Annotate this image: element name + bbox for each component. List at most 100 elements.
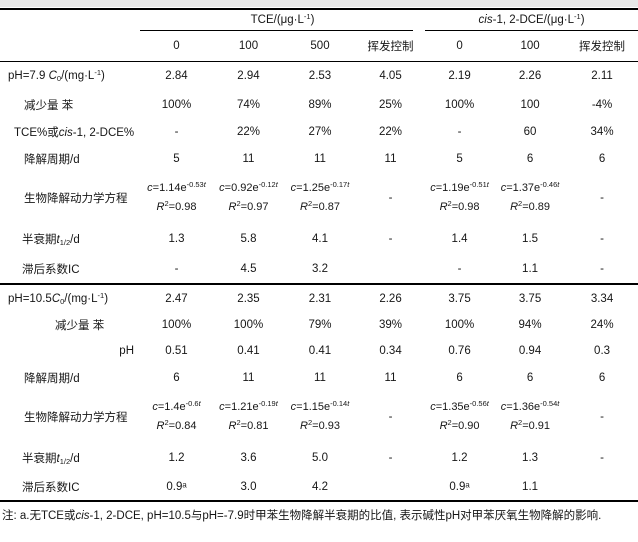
value-cell: 6 [173,371,180,384]
kinetic-equation: c=0.92e-0.12t [219,180,278,194]
table-row-group-header: TCE/(μg·L-1) cis-1, 2-DCE/(μg·L-1) [0,9,638,31]
value-cell: 1.3 [168,233,185,245]
value-cell: 89% [308,98,332,111]
value-cell: 0.41 [237,345,260,357]
value-cell: 11 [314,152,326,165]
row-label: 滞后系数IC [22,263,80,276]
value-cell: 24% [590,319,614,331]
group-header-dce: cis-1, 2-DCE/(μg·L-1) [425,9,638,31]
value-cell: 0.94 [518,345,542,357]
value-cell: -4% [591,98,613,111]
value-cell: 4.05 [379,70,402,83]
value-cell: 3.34 [566,283,638,312]
row-label: TCE%或cis-1, 2-DCE% [14,126,135,139]
equation-cell: c=1.36e-0.54t R2=0.91 [494,391,566,443]
kinetic-equation: c=1.15e-0.14t [290,399,350,413]
table-row-ph79-c0: pH=7.9 C0/(mg·L-1) 2.84 2.94 2.53 4.05 2… [0,61,638,91]
row-label: 半衰期t1/2/d [22,234,80,247]
value-cell: 39% [379,319,403,331]
equation-cell: c=1.4e-0.6t R2=0.84 [140,391,213,443]
col-header-tce-0: 0 [140,31,213,62]
row-label: pH=7.9 C0/(mg·L-1) [8,68,105,84]
value-cell: 5.8 [240,233,257,245]
value-cell: 0.9ᵃ [449,480,470,493]
col-header-tce-volatilization-control: 挥发控制 [356,31,426,62]
r-squared: R2=0.97 [228,199,269,213]
table-row-ph79-kinetics: 生物降解动力学方程 c=1.14e-0.53t R2=0.98 c=0.92e-… [0,172,638,224]
biodegradation-table: TCE/(μg·L-1) cis-1, 2-DCE/(μg·L-1) 0 100… [0,8,638,502]
equation-cell: c=1.21e-0.19t R2=0.81 [213,391,284,443]
table-row-ph79-tce-dce-percent: TCE%或cis-1, 2-DCE% - 22% 27% 22% - 60 34… [0,118,638,145]
equation-cell-dash: - [600,192,604,204]
value-cell: - [600,452,604,464]
equation-cell: c=0.92e-0.12t R2=0.97 [213,172,284,224]
value-cell: 6 [598,152,606,165]
value-cell: 3.2 [312,262,328,275]
value-cell: 2.26 [356,283,426,312]
value-cell: 5 [456,152,463,165]
value-cell: 3.6 [240,452,257,464]
group-header-dce-label: cis-1, 2-DCE/(μg·L-1) [478,11,585,26]
value-cell: 3.0 [240,480,257,493]
r-squared: R2=0.91 [510,418,551,432]
corner-cell [0,9,140,31]
kinetic-equation: c=1.14e-0.53t [147,180,206,194]
kinetic-equation: c=1.4e-0.6t [152,399,201,413]
row-label: 半衰期t1/2/d [22,453,80,466]
value-cell [356,473,425,501]
kinetic-equation: c=1.19e-0.51t [430,180,489,194]
kinetic-equation: c=1.25e-0.17t [290,180,350,194]
r-squared: R2=0.98 [156,199,197,213]
equation-cell: c=1.25e-0.17t R2=0.87 [284,172,356,224]
table-row-ph105-c0: pH=10.5C0/(mg·L-1) 2.47 2.35 2.31 2.26 3… [0,283,638,312]
value-cell: 1.2 [451,452,468,464]
value-cell: 11 [242,371,255,384]
value-cell: 11 [242,152,255,165]
value-cell [356,254,425,284]
table-row-ph105-ph: pH 0.51 0.41 0.41 0.34 0.76 0.94 0.3 [0,338,638,364]
value-cell: 2.94 [237,70,260,83]
value-cell: - [388,452,393,464]
group-header-tce: TCE/(μg·L-1) [140,9,425,31]
table-row-ph105-benzene-reduction: 减少量 苯 100% 100% 79% 39% 100% 94% 24% [0,312,638,338]
value-cell: 2.26 [518,70,542,83]
equation-cell-dash: - [388,411,393,423]
value-cell: - [457,125,462,138]
value-cell: 2.84 [165,70,188,83]
value-cell: 1.1 [522,480,539,493]
value-cell: 34% [590,125,614,138]
row-label: pH=10.5C0/(mg·L-1) [0,283,140,312]
value-cell: 1.2 [168,452,185,464]
value-cell: 6 [456,371,463,384]
value-cell: 11 [384,371,397,384]
equation-cell-dash: - [600,411,604,423]
value-cell: 0.51 [165,345,188,357]
value-cell: 79% [308,319,332,331]
value-cell: - [174,262,179,275]
equation-cell: c=1.14e-0.53t R2=0.98 [140,172,213,224]
row-label: 滞后系数IC [22,481,80,494]
kinetic-equation: c=1.37e-0.46t [500,180,560,194]
value-cell: 25% [379,98,403,111]
table-row-ph105-lag-coefficient: 滞后系数IC 0.9ᵃ 3.0 4.2 0.9ᵃ 1.1 [0,473,638,501]
value-cell: 5.0 [312,452,328,464]
value-cell: 0.76 [448,345,471,357]
table-footnote: 注: a.无TCE或cis-1, 2-DCE, pH=10.5与pH=-7.9时… [2,510,602,522]
equation-cell: c=1.15e-0.14t R2=0.93 [284,391,356,443]
group-header-tce-label: TCE/(μg·L-1) [250,11,315,26]
table-row-ph105-half-life: 半衰期t1/2/d 1.2 3.6 5.0 - 1.2 1.3 - [0,443,638,473]
kinetic-equation: c=1.35e-0.56t [430,399,489,413]
value-cell: 1.4 [451,233,468,245]
equation-cell-dash: - [388,192,393,204]
row-label: 降解周期/d [24,153,80,166]
r-squared: R2=0.90 [439,418,480,432]
value-cell: - [600,233,604,245]
value-cell: 4.5 [240,262,257,275]
value-cell: 0.9ᵃ [166,480,187,493]
value-cell: 100% [233,319,264,331]
table-row-ph79-benzene-reduction: 减少量 苯 100% 74% 89% 25% 100% 100 -4% [0,91,638,118]
value-cell: 100% [161,319,192,331]
table-row-ph105-degradation-period: 降解周期/d 6 11 11 11 6 6 6 [0,364,638,391]
value-cell: 2.31 [284,283,356,312]
